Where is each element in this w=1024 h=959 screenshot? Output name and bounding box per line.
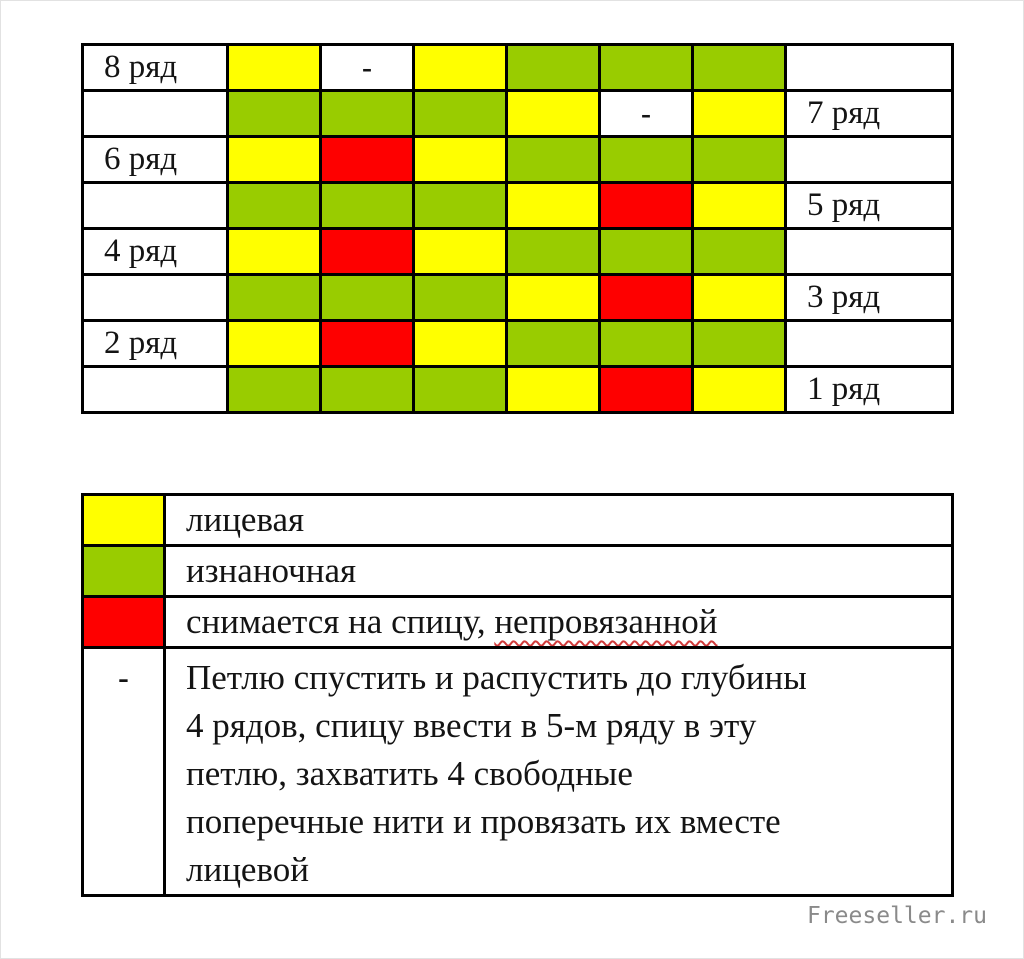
- stitch-cell-yellow: [505, 89, 601, 138]
- stitch-cell-yellow: [412, 135, 508, 184]
- pattern-grid: 8 ряд - - 7 ряд 6 ряд 5 ряд 4 ряд 3 ряд 2 ряд 1 р…: [81, 43, 954, 414]
- row-label-right: 3 ряд: [784, 273, 954, 322]
- row-label-left: 4 ряд: [81, 227, 229, 276]
- stitch-cell-yellow: [691, 365, 787, 414]
- stitch-cell-yellow: [226, 319, 322, 368]
- legend-label: изнаночная: [163, 544, 954, 598]
- legend-label-text: снимается на спицу,: [186, 602, 495, 641]
- row-label-left: [81, 365, 229, 414]
- legend-label-misspelled-word: непровязанной: [494, 602, 718, 641]
- stitch-cell-yellow: [691, 181, 787, 230]
- pattern-grid-body: 8 ряд - - 7 ряд 6 ряд 5 ряд 4 ряд 3 ряд 2 ряд 1 р…: [81, 43, 954, 414]
- stitch-cell-yellow: [412, 227, 508, 276]
- stitch-cell-yellow: [412, 43, 508, 92]
- stitch-cell-red: [319, 227, 415, 276]
- stitch-cell-green: [412, 365, 508, 414]
- stitch-cell-green: [505, 227, 601, 276]
- stitch-cell-yellow: [505, 365, 601, 414]
- row-label-right: 7 ряд: [784, 89, 954, 138]
- row-label-right: [784, 227, 954, 276]
- row-label-left: 2 ряд: [81, 319, 229, 368]
- stitch-cell-yellow: [691, 273, 787, 322]
- row-label-left: [81, 273, 229, 322]
- stitch-cell-green: [598, 319, 694, 368]
- legend-row: изнаночная: [81, 544, 954, 598]
- legend-row: снимается на спицу, непровязанной: [81, 595, 954, 649]
- stitch-cell-green: [412, 181, 508, 230]
- stitch-cell-drop-mark: -: [598, 89, 694, 138]
- legend-label-text: изнаночная: [186, 551, 357, 590]
- stitch-cell-drop-mark: -: [319, 43, 415, 92]
- stitch-cell-green: [598, 135, 694, 184]
- stitch-cell-green: [319, 89, 415, 138]
- watermark-text: Freeseller.ru: [806, 903, 987, 929]
- stitch-cell-green: [412, 89, 508, 138]
- pattern-grid-row: - 7 ряд: [81, 89, 954, 138]
- stitch-cell-green: [505, 135, 601, 184]
- stitch-cell-red: [598, 181, 694, 230]
- stitch-cell-red: [319, 319, 415, 368]
- row-label-left: 6 ряд: [81, 135, 229, 184]
- stitch-cell-green: [226, 365, 322, 414]
- legend-label: Петлю спустить и распустить до глубины 4…: [163, 646, 954, 897]
- row-label-left: [81, 181, 229, 230]
- stitch-cell-green: [691, 135, 787, 184]
- stitch-cell-green: [691, 319, 787, 368]
- pattern-grid-row: 1 ряд: [81, 365, 954, 414]
- stitch-cell-green: [691, 227, 787, 276]
- row-label-left: [81, 89, 229, 138]
- legend-table: лицевая изнаночная снимается на спицу, неп…: [81, 493, 954, 897]
- stitch-cell-green: [505, 319, 601, 368]
- legend-swatch-red: [81, 595, 166, 649]
- stitch-cell-green: [691, 43, 787, 92]
- stitch-cell-yellow: [226, 135, 322, 184]
- stitch-cell-green: [598, 43, 694, 92]
- stitch-cell-yellow: [226, 227, 322, 276]
- stitch-cell-green: [319, 273, 415, 322]
- pattern-grid-row: 2 ряд: [81, 319, 954, 368]
- pattern-grid-row: 3 ряд: [81, 273, 954, 322]
- legend-label-text: лицевая: [186, 500, 305, 539]
- stitch-cell-red: [598, 273, 694, 322]
- legend-label: лицевая: [163, 493, 954, 547]
- row-label-right: [784, 135, 954, 184]
- legend-label: снимается на спицу, непровязанной: [163, 595, 954, 649]
- stitch-cell-red: [319, 135, 415, 184]
- row-label-left: 8 ряд: [81, 43, 229, 92]
- pattern-grid-row: 5 ряд: [81, 181, 954, 230]
- legend-row: - Петлю спустить и распустить до глубины …: [81, 646, 954, 897]
- row-label-right: 5 ряд: [784, 181, 954, 230]
- legend-table-body: лицевая изнаночная снимается на спицу, неп…: [81, 493, 954, 897]
- pattern-grid-row: 4 ряд: [81, 227, 954, 276]
- stitch-cell-green: [319, 181, 415, 230]
- stitch-cell-green: [226, 273, 322, 322]
- legend-swatch-yellow: [81, 493, 166, 547]
- row-label-right: [784, 319, 954, 368]
- stitch-cell-green: [226, 181, 322, 230]
- legend-swatch-green: [81, 544, 166, 598]
- pattern-grid-row: 8 ряд -: [81, 43, 954, 92]
- stitch-cell-green: [505, 43, 601, 92]
- pattern-grid-row: 6 ряд: [81, 135, 954, 184]
- legend-label-text: Петлю спустить и распустить до глубины 4…: [186, 658, 807, 889]
- stitch-cell-red: [598, 365, 694, 414]
- stitch-cell-yellow: [505, 273, 601, 322]
- legend-symbol-dash: -: [81, 646, 166, 897]
- stitch-cell-green: [226, 89, 322, 138]
- stitch-cell-green: [598, 227, 694, 276]
- stitch-cell-yellow: [226, 43, 322, 92]
- stitch-cell-yellow: [505, 181, 601, 230]
- stitch-cell-yellow: [691, 89, 787, 138]
- stitch-cell-yellow: [412, 319, 508, 368]
- row-label-right: 1 ряд: [784, 365, 954, 414]
- legend-row: лицевая: [81, 493, 954, 547]
- stitch-cell-green: [319, 365, 415, 414]
- stitch-cell-green: [412, 273, 508, 322]
- row-label-right: [784, 43, 954, 92]
